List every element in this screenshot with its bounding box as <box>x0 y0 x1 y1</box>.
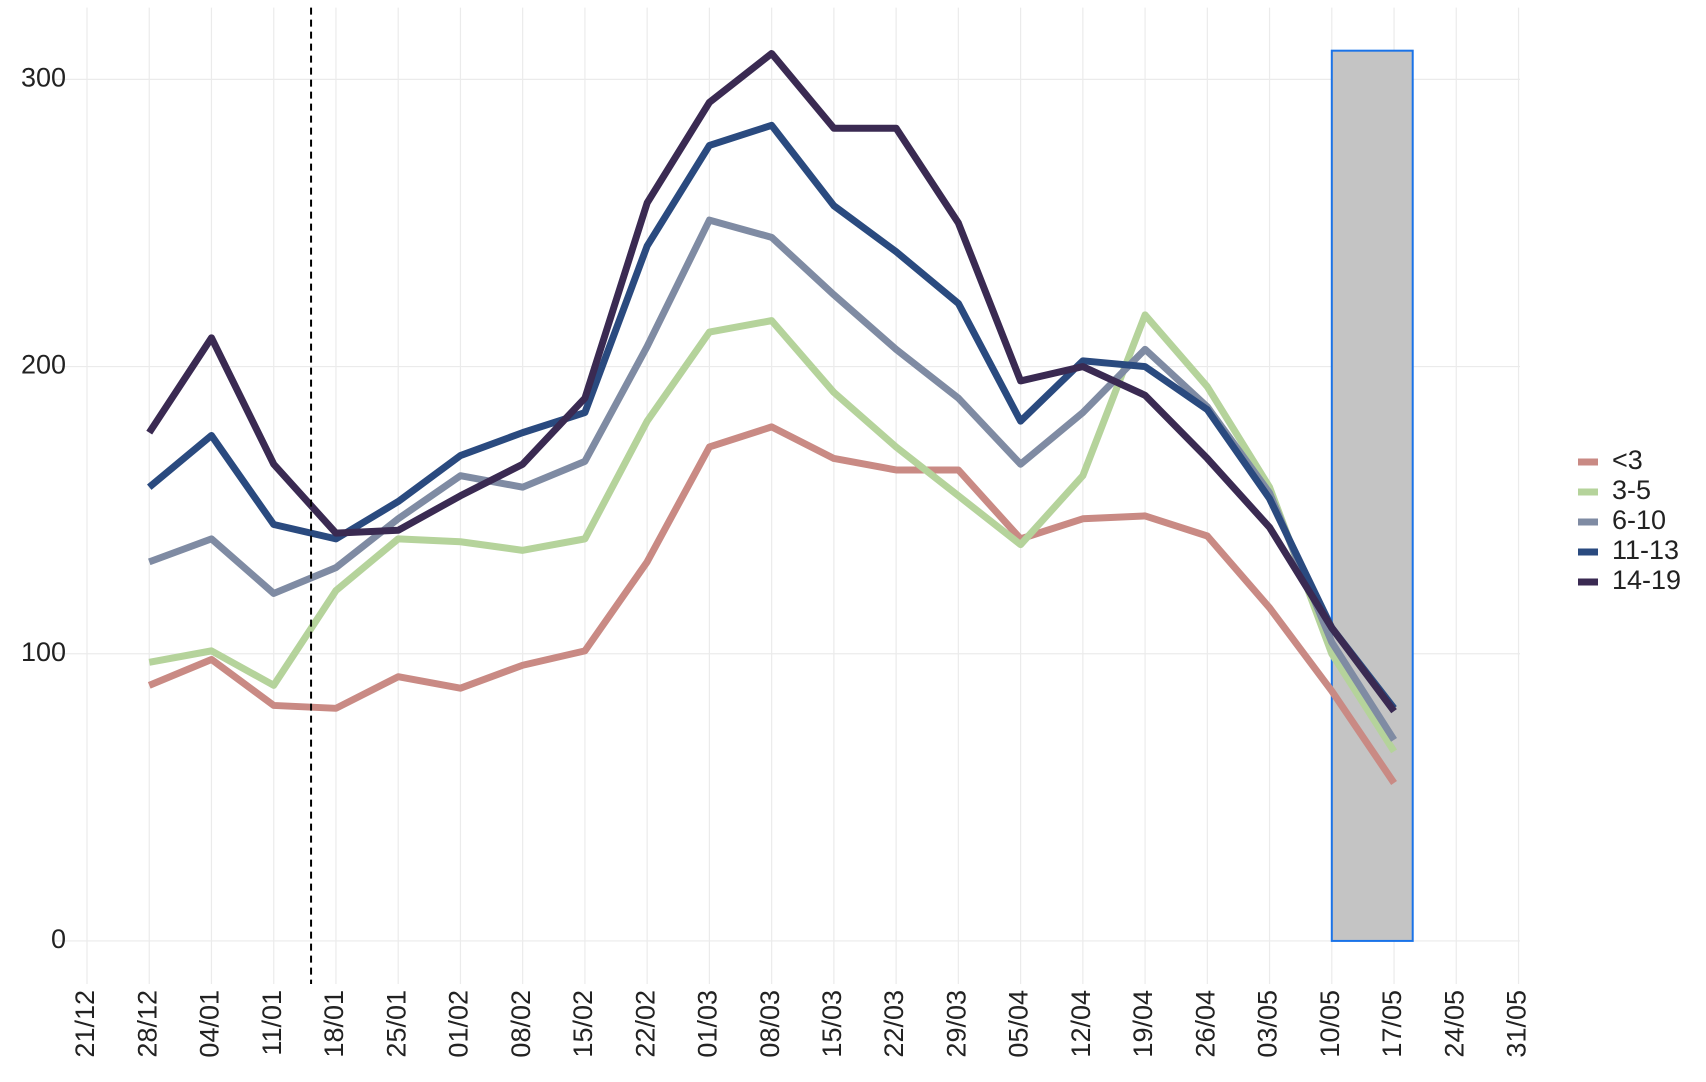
x-tick-label: 28/12 <box>132 990 162 1058</box>
x-tick-label: 29/03 <box>941 990 971 1058</box>
series-line <box>147 423 1397 785</box>
highlight-box <box>1330 49 1414 942</box>
y-tick-label: 0 <box>51 924 66 954</box>
x-tick-label: 04/01 <box>195 990 225 1058</box>
x-tick-label: 08/03 <box>755 990 785 1058</box>
x-tick-label: 11/01 <box>257 990 287 1056</box>
legend-label: <3 <box>1612 445 1643 475</box>
series-line <box>146 50 1397 714</box>
x-tick-label: 15/02 <box>568 990 598 1058</box>
x-tick-label: 15/03 <box>817 990 847 1058</box>
x-tick-label: 08/02 <box>506 990 536 1058</box>
legend-label: 6-10 <box>1612 505 1666 535</box>
legend-label: 14-19 <box>1612 565 1681 595</box>
x-tick-label: 17/05 <box>1377 990 1407 1058</box>
x-tick-label: 21/12 <box>70 990 100 1058</box>
x-tick-label: 26/04 <box>1190 990 1220 1058</box>
legend-label: 3-5 <box>1612 475 1651 505</box>
y-tick-label: 100 <box>21 637 66 667</box>
x-tick-label: 01/03 <box>693 990 723 1058</box>
series-line <box>147 121 1397 711</box>
y-tick-label: 200 <box>21 350 66 380</box>
x-tick-label: 10/05 <box>1315 990 1345 1058</box>
series-line <box>148 311 1397 754</box>
x-tick-label: 03/05 <box>1253 990 1283 1058</box>
x-tick-label: 31/05 <box>1502 990 1532 1058</box>
x-tick-label: 18/01 <box>319 990 349 1058</box>
series-line <box>148 216 1397 742</box>
x-tick-label: 19/04 <box>1128 990 1158 1058</box>
x-tick-label: 05/04 <box>1004 990 1034 1058</box>
x-tick-label: 22/02 <box>630 990 660 1058</box>
y-tick-label: 300 <box>21 63 66 93</box>
x-tick-label: 24/05 <box>1439 990 1469 1058</box>
x-tick-label: 22/03 <box>879 990 909 1058</box>
x-tick-label: 12/04 <box>1066 990 1096 1058</box>
x-tick-label: 01/02 <box>444 990 474 1058</box>
x-tick-label: 25/01 <box>381 990 411 1058</box>
legend-label: 11-13 <box>1612 535 1679 565</box>
